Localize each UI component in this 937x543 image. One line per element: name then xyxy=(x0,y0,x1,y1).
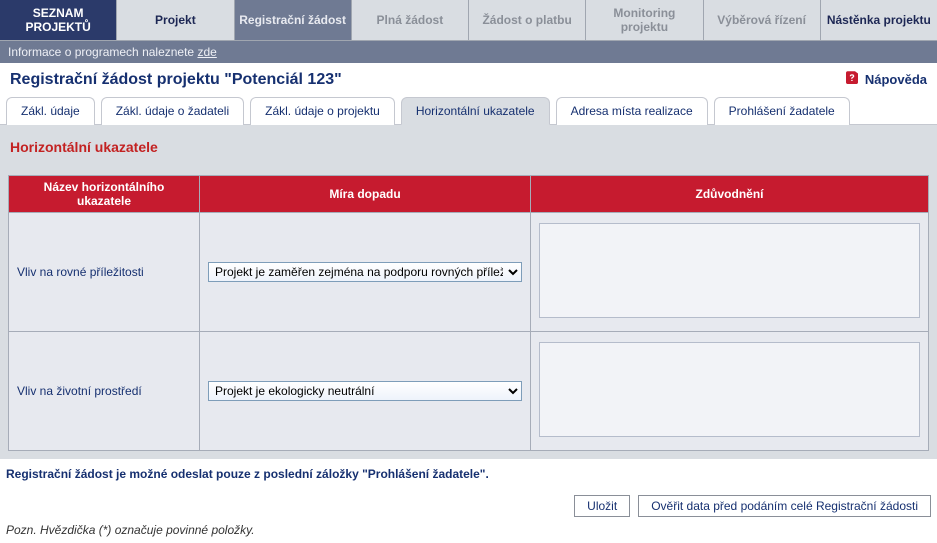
help-label: Nápověda xyxy=(865,72,927,87)
footnote: Pozn. Hvězdička (*) označuje povinné pol… xyxy=(0,523,937,543)
tab-horizontalni-ukazatele[interactable]: Horizontální ukazatele xyxy=(401,97,550,125)
verify-button[interactable]: Ověřit data před podáním celé Registračn… xyxy=(638,495,931,517)
row-name: Vliv na životní prostředí xyxy=(9,332,199,450)
help-icon xyxy=(843,69,861,90)
impact-select-1[interactable]: Projekt je zaměřen zejména na podporu ro… xyxy=(208,262,522,282)
th-impact: Míra dopadu xyxy=(200,176,530,212)
table-row: Vliv na rovné příležitosti Projekt je za… xyxy=(9,213,928,331)
nav-vyberova-rizeni[interactable]: Výběrová řízení xyxy=(704,0,821,40)
submit-notice: Registrační žádost je možné odeslat pouz… xyxy=(0,459,937,489)
panel-heading: Horizontální ukazatele xyxy=(8,139,929,155)
nav-registracni-zadost[interactable]: Registrační žádost xyxy=(235,0,352,40)
nav-nastenka-projektu[interactable]: Nástěnka projektu xyxy=(821,0,937,40)
nav-plna-zadost[interactable]: Plná žádost xyxy=(352,0,469,40)
impact-select-2[interactable]: Projekt je ekologicky neutrální xyxy=(208,381,522,401)
tab-prohlaseni-zadatele[interactable]: Prohlášení žadatele xyxy=(714,97,850,125)
nav-seznam-projektu[interactable]: SEZNAM PROJEKTŮ xyxy=(0,0,117,40)
nav-monitoring-projektu[interactable]: Monitoring projektu xyxy=(586,0,703,40)
tab-zakl-udaje-zadateli[interactable]: Zákl. údaje o žadateli xyxy=(101,97,244,125)
button-row: Uložit Ověřit data před podáním celé Reg… xyxy=(0,489,937,523)
help-link[interactable]: Nápověda xyxy=(843,69,927,90)
indicators-table: Název horizontálního ukazatele Míra dopa… xyxy=(8,175,929,451)
table-row: Vliv na životní prostředí Projekt je eko… xyxy=(9,332,928,450)
tab-zakl-udaje[interactable]: Zákl. údaje xyxy=(6,97,95,125)
info-text: Informace o programech naleznete xyxy=(8,45,197,59)
page-title: Registrační žádost projektu "Potenciál 1… xyxy=(10,71,342,89)
info-bar: Informace o programech naleznete zde xyxy=(0,41,937,63)
save-button[interactable]: Uložit xyxy=(574,495,630,517)
sub-tabs: Zákl. údaje Zákl. údaje o žadateli Zákl.… xyxy=(0,96,937,125)
row-name: Vliv na rovné příležitosti xyxy=(9,213,199,331)
info-link[interactable]: zde xyxy=(197,45,216,59)
main-panel: Horizontální ukazatele Název horizontáln… xyxy=(0,125,937,459)
justification-textarea-1[interactable] xyxy=(539,223,920,318)
top-nav: SEZNAM PROJEKTŮ Projekt Registrační žádo… xyxy=(0,0,937,41)
tab-zakl-udaje-projektu[interactable]: Zákl. údaje o projektu xyxy=(250,97,395,125)
justification-textarea-2[interactable] xyxy=(539,342,920,437)
th-justification: Zdůvodnění xyxy=(531,176,928,212)
tab-adresa-mista-realizace[interactable]: Adresa místa realizace xyxy=(556,97,708,125)
nav-projekt[interactable]: Projekt xyxy=(117,0,234,40)
th-name: Název horizontálního ukazatele xyxy=(9,176,199,212)
nav-zadost-o-platbu[interactable]: Žádost o platbu xyxy=(469,0,586,40)
